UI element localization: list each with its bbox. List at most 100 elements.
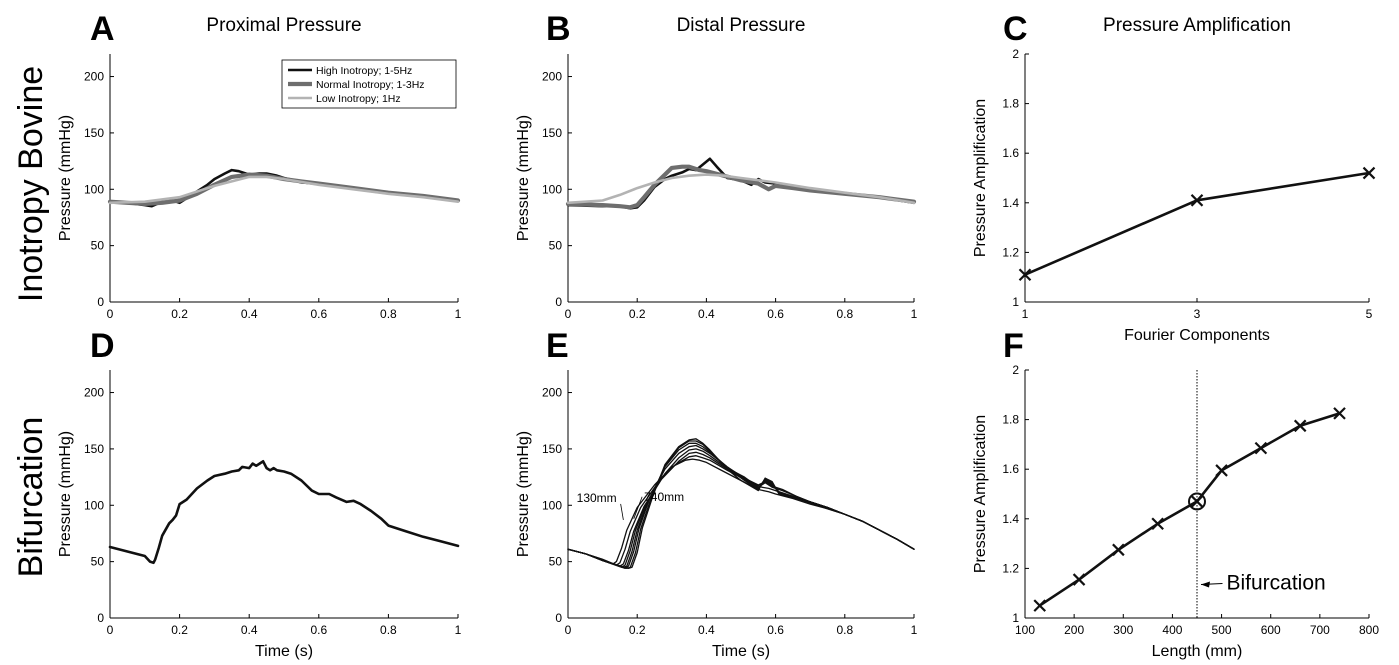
- x-tick-label: 400: [1162, 623, 1182, 637]
- y-tick-label: 100: [84, 498, 104, 512]
- x-tick-label: 1: [911, 307, 918, 321]
- x-tick-label: 1: [911, 623, 918, 637]
- legend-label: Normal Inotropy; 1-3Hz: [316, 79, 425, 91]
- y-tick-label: 100: [542, 498, 562, 512]
- data-point-marker: [1033, 599, 1047, 612]
- series-line-5: [567, 442, 915, 570]
- y-axis-label: Pressure Amplification: [972, 415, 989, 573]
- series-line-0: [1023, 171, 1371, 277]
- x-tick-label: 0.8: [380, 307, 397, 321]
- y-tick-label: 100: [542, 182, 562, 196]
- x-tick-label: 1: [455, 307, 462, 321]
- x-tick-label: 0.2: [629, 623, 646, 637]
- annotation-label: 740mm: [644, 490, 684, 504]
- panel-title: Distal Pressure: [677, 15, 806, 36]
- annotation-label: 130mm: [577, 491, 617, 505]
- y-tick-label: 0: [97, 295, 104, 309]
- x-tick-label: 700: [1310, 623, 1330, 637]
- x-tick-label: 1: [455, 623, 462, 637]
- legend-label: High Inotropy; 1-5Hz: [316, 65, 412, 77]
- row-label-top: Inotropy Bovine: [12, 66, 50, 302]
- panel-letter: B: [546, 10, 571, 48]
- x-tick-label: 5: [1366, 307, 1373, 321]
- data-point-marker: [1254, 441, 1268, 455]
- y-axis-label: Pressure (mmHg): [57, 115, 74, 241]
- y-axis-label: Pressure (mmHg): [57, 431, 74, 557]
- panel-f: F 100 200 300 400 500 600 700 800 1 1.2 1.4 1.6 1.8 2 P…: [972, 327, 1379, 660]
- y-axis-label: Pressure (mmHg): [515, 431, 532, 557]
- data-point-marker: [1190, 194, 1204, 207]
- x-tick-label: 800: [1359, 623, 1379, 637]
- series-line-0: [566, 157, 916, 210]
- y-tick-label: 1.2: [1002, 245, 1019, 259]
- y-tick-label: 200: [84, 70, 104, 84]
- y-axis-label: Pressure Amplification: [972, 99, 989, 257]
- y-tick-label: 50: [91, 555, 105, 569]
- data-point-marker: [1072, 573, 1086, 586]
- x-tick-label: 0: [565, 623, 572, 637]
- y-tick-label: 1: [1012, 611, 1019, 625]
- data-point-marker: [1112, 543, 1125, 557]
- series-line-2: [566, 173, 916, 205]
- y-tick-label: 2: [1012, 47, 1019, 61]
- y-tick-label: 0: [555, 295, 562, 309]
- x-axis-label: Fourier Components: [1124, 327, 1270, 344]
- x-tick-label: 0.6: [310, 623, 327, 637]
- panel-letter: C: [1003, 10, 1028, 48]
- y-tick-label: 50: [91, 239, 105, 253]
- x-tick-label: 0.8: [380, 623, 397, 637]
- y-tick-label: 1.6: [1002, 146, 1019, 160]
- y-tick-label: 150: [542, 126, 562, 140]
- x-tick-label: 1: [1022, 307, 1029, 321]
- panel-letter: E: [546, 327, 569, 365]
- data-point-marker: [1018, 268, 1032, 281]
- x-tick-label: 0.8: [836, 307, 853, 321]
- x-tick-label: 600: [1261, 623, 1281, 637]
- x-tick-label: 500: [1212, 623, 1232, 637]
- bifurcation-label: Bifurcation: [1226, 571, 1325, 594]
- x-tick-label: 0.4: [698, 623, 715, 637]
- data-point-marker: [1293, 419, 1307, 433]
- y-tick-label: 1.2: [1002, 561, 1019, 575]
- annotation-leader: [633, 496, 643, 519]
- y-tick-label: 50: [549, 239, 563, 253]
- row-label-bottom: Bifurcation: [12, 417, 50, 578]
- y-tick-label: 200: [542, 70, 562, 84]
- y-tick-label: 1.4: [1002, 512, 1019, 526]
- x-axis-label: Time (s): [712, 643, 770, 660]
- bifurcation-arrow-head: [1201, 581, 1210, 588]
- x-tick-label: 0: [107, 623, 114, 637]
- x-axis-label: Time (s): [255, 643, 313, 660]
- x-tick-label: 0: [565, 307, 572, 321]
- y-tick-label: 150: [84, 442, 104, 456]
- y-tick-label: 2: [1012, 363, 1019, 377]
- series-line-0: [108, 459, 460, 565]
- panel-letter: A: [90, 10, 115, 48]
- series-line-2: [108, 175, 460, 205]
- y-tick-label: 150: [84, 126, 104, 140]
- y-axis-label: Pressure (mmHg): [515, 115, 532, 241]
- x-tick-label: 0.6: [767, 623, 784, 637]
- series-line-4: [567, 444, 915, 568]
- panel-title: Pressure Amplification: [1103, 15, 1291, 36]
- series-line-1: [567, 455, 915, 566]
- data-point-marker: [1190, 495, 1204, 508]
- panel-letter: D: [90, 327, 115, 365]
- series-line-7: [567, 438, 915, 570]
- x-tick-label: 0.2: [629, 307, 646, 321]
- x-axis-label: Length (mm): [1152, 643, 1243, 660]
- panel-c: C Pressure Amplification 1 3 5 1 1.2 1.4 1.6 1.8 2…: [972, 10, 1376, 344]
- x-tick-label: 0.2: [171, 307, 188, 321]
- y-tick-label: 0: [555, 611, 562, 625]
- y-tick-label: 1.4: [1002, 196, 1019, 210]
- x-tick-label: 300: [1113, 623, 1133, 637]
- panel-title: Proximal Pressure: [206, 15, 361, 36]
- y-tick-label: 150: [542, 442, 562, 456]
- data-point-marker: [1215, 464, 1228, 477]
- panel-e: E 0 0.2 0.4 0.6 0.8 1 0 50 100 150 200 Pressure (mmH…: [515, 327, 918, 660]
- data-point-marker: [1333, 407, 1346, 420]
- x-tick-label: 0.8: [836, 623, 853, 637]
- x-tick-label: 0.4: [241, 307, 258, 321]
- series-line-3: [567, 448, 915, 568]
